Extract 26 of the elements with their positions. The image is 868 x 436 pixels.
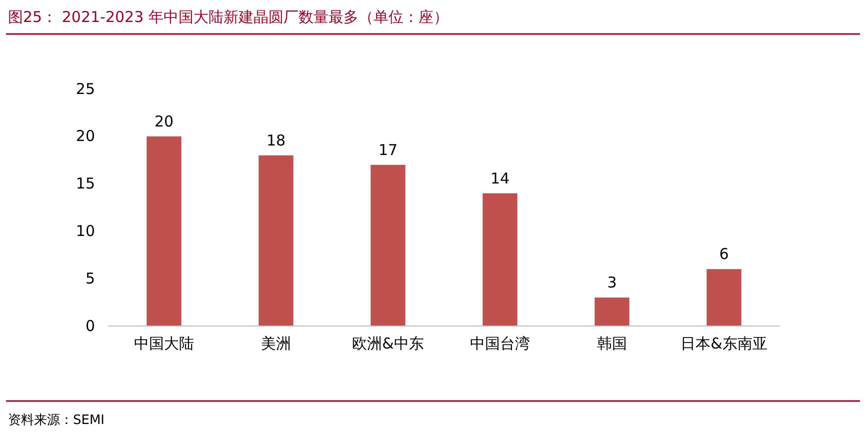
x-tick-label: 中国台湾 <box>470 334 530 353</box>
data-label: 17 <box>378 140 398 159</box>
y-tick-label: 10 <box>76 222 95 240</box>
bar <box>594 298 630 326</box>
bar <box>482 193 518 326</box>
x-tick-label: 日本&东南亚 <box>680 334 768 353</box>
x-tick-label: 中国大陆 <box>134 334 194 353</box>
y-tick-label: 5 <box>85 269 95 288</box>
text: 资料来源：SEMI <box>8 413 105 428</box>
x-tick-label: 美洲 <box>261 334 291 353</box>
data-label: 20 <box>154 112 174 130</box>
bar <box>146 136 182 326</box>
data-label: 14 <box>490 169 510 188</box>
x-tick-label: 欧洲&中东 <box>352 334 424 353</box>
data-label: 18 <box>266 131 286 150</box>
bar <box>258 155 294 326</box>
bar <box>706 269 742 326</box>
y-tick-label: 20 <box>76 127 95 146</box>
y-tick-label: 15 <box>76 174 95 193</box>
y-tick-label: 25 <box>76 80 95 98</box>
y-tick-label: 0 <box>85 316 95 335</box>
chart-title: 图25： 2021-2023 年中国大陆新建晶圆厂数量最多（单位：座） <box>8 8 448 26</box>
data-label: 3 <box>607 274 617 292</box>
bar <box>370 164 406 326</box>
data-label: 6 <box>719 245 729 264</box>
x-tick-label: 韩国 <box>597 334 627 353</box>
